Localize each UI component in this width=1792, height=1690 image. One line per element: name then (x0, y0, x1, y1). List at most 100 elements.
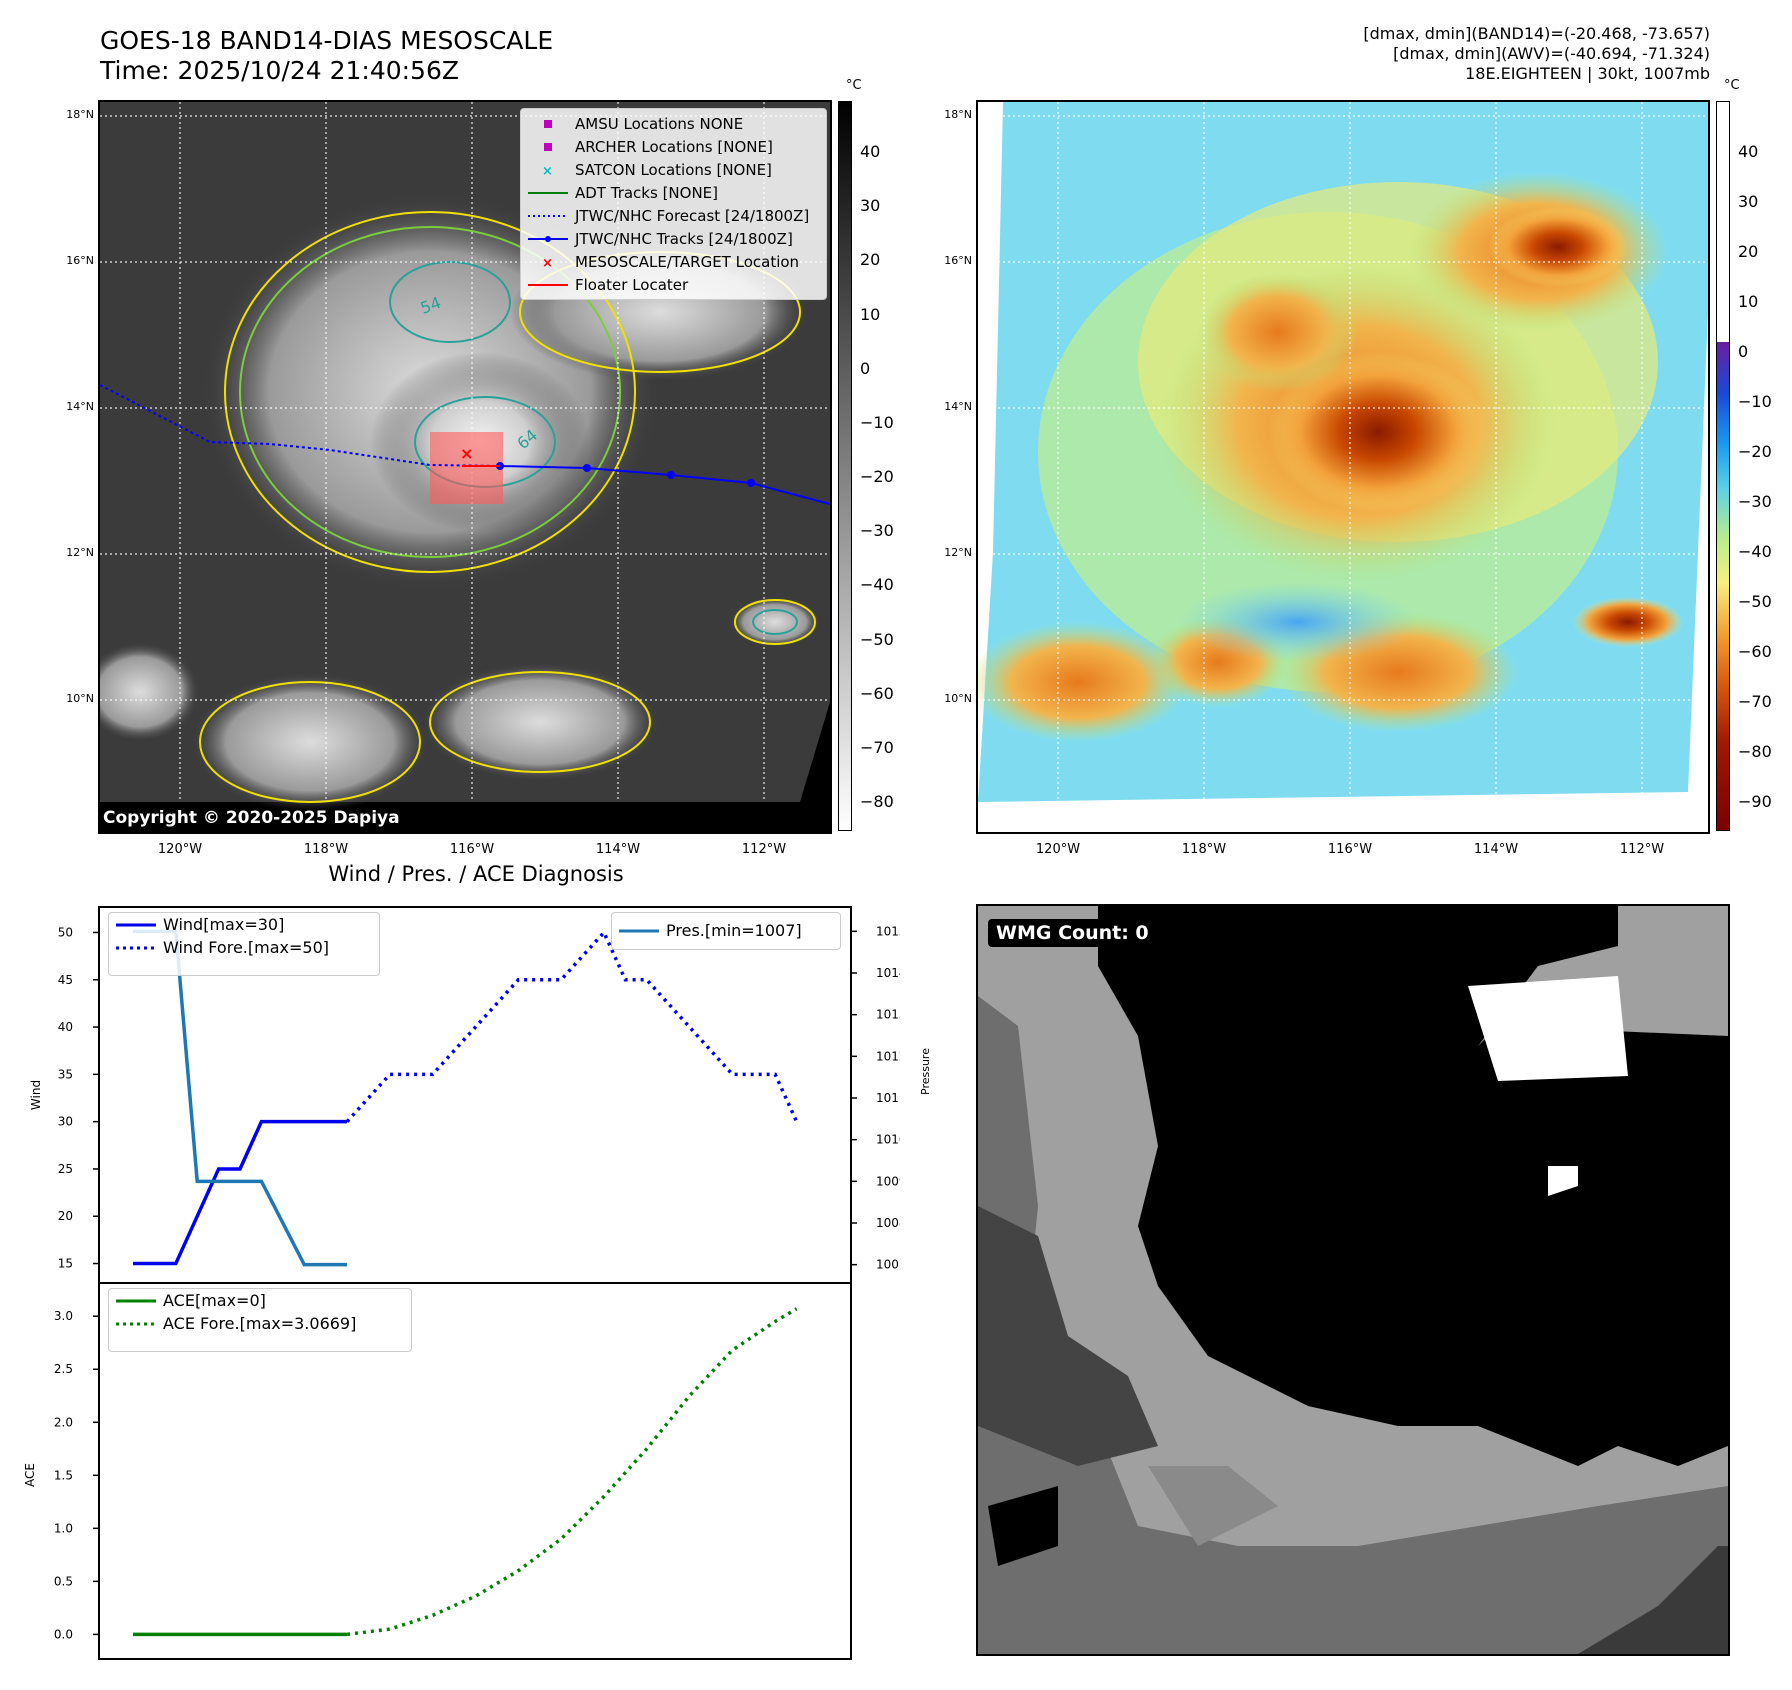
timestamp: Time: 2025/10/24 21:40:56Z (100, 56, 459, 85)
awv-colorbar-tick: −50 (1738, 592, 1772, 611)
wmg-image (978, 906, 1728, 1654)
wind-legend-label: Wind[max=30] (163, 915, 285, 934)
wmg-panel (976, 904, 1730, 1656)
series-line-ace-fore- (346, 1307, 798, 1637)
ir-legend-item: AMSU Locations NONE (521, 112, 826, 135)
ir-legend-label: ADT Tracks [NONE] (575, 183, 719, 202)
ir-lon-tick-label: 118°W (303, 842, 349, 857)
awv-lat-tick-label: 18°N (944, 108, 972, 121)
pressure-tick-label: 1010 (876, 1133, 900, 1147)
wmg-count-label: WMG Count: 0 (988, 919, 1157, 947)
ir-colorbar-tick: 10 (860, 304, 881, 324)
svg-text:×: × (542, 256, 553, 268)
svg-text:×: × (542, 164, 553, 176)
ir-colorbar-tick: −30 (860, 521, 894, 541)
legend-symbol-icon (521, 212, 575, 220)
awv-colorbar-unit: °C (1724, 78, 1740, 93)
pressure-tick-label: 1012 (876, 1049, 900, 1063)
ace-tick-label: 0.0 (54, 1627, 73, 1641)
band14-range: [dmax, dmin](BAND14)=(-20.468, -73.657) (1363, 24, 1710, 43)
floater-box (430, 432, 503, 504)
awv-lat-tick-label: 12°N (944, 546, 972, 559)
ace-tick-label: 1.0 (54, 1521, 73, 1535)
ir-colorbar-tick: −70 (860, 737, 894, 757)
legend-symbol-icon (521, 142, 575, 152)
wind-forecast-legend-label: Wind Fore.[max=50] (163, 938, 329, 957)
awv-lon-tick-label: 112°W (1619, 842, 1665, 857)
ir-legend-label: AMSU Locations NONE (575, 114, 744, 133)
series-line-wind-fore- (345, 929, 799, 1123)
track-points (496, 462, 755, 487)
ir-lat-tick-label: 16°N (66, 254, 94, 267)
diagnosis-title: Wind / Pres. / ACE Diagnosis (328, 862, 624, 886)
ir-colorbar-tick: −80 (860, 792, 894, 811)
pressure-tick-label: 1009 (876, 1174, 900, 1188)
ir-colorbar-tick: −40 (860, 575, 894, 595)
ir-legend-label: SATCON Locations [NONE] (575, 160, 772, 179)
legend-symbol-icon (521, 189, 575, 197)
ir-lon-tick-label: 114°W (595, 842, 641, 857)
ir-legend-item: × MESOSCALE/TARGET Location (521, 250, 826, 273)
awv-range: [dmax, dmin](AWV)=(-40.694, -71.324) (1393, 44, 1710, 63)
awv-colorbar-tick: 40 (1738, 142, 1759, 161)
ace-tick-label: 2.5 (54, 1362, 73, 1376)
ace-tick-label: 3.0 (54, 1309, 73, 1323)
ir-colorbar-tick: −50 (860, 629, 894, 649)
pressure-legend: Pres.[min=1007] (611, 912, 841, 950)
ir-lat-tick-label: 18°N (66, 108, 94, 121)
awv-colorbar-tick: −90 (1738, 792, 1772, 811)
legend-symbol-icon: × (521, 164, 575, 176)
ir-colorbar (838, 101, 852, 831)
awv-lat-tick-label: 14°N (944, 400, 972, 413)
awv-colorbar (1716, 101, 1730, 831)
ir-colorbar-tick: −20 (860, 467, 894, 486)
awv-colorbar-tick: −80 (1738, 742, 1772, 761)
ir-colorbar-tick: −10 (860, 412, 894, 432)
awv-colorbar-tick: −70 (1738, 692, 1772, 711)
wind-tick-label: 15 (58, 1257, 73, 1271)
ir-legend-item: JTWC/NHC Tracks [24/1800Z] (521, 227, 826, 250)
wind-tick-label: 20 (58, 1209, 73, 1223)
ir-colorbar-tick: 40 (860, 142, 881, 161)
ir-legend-item: ARCHER Locations [NONE] (521, 135, 826, 158)
awv-colorbar-tick: 30 (1738, 192, 1759, 211)
wind-axis-label: Wind (29, 1080, 43, 1110)
pressure-tick-label: 1014 (876, 966, 900, 980)
ir-legend-label: JTWC/NHC Tracks [24/1800Z] (575, 229, 793, 248)
awv-lon-tick-label: 116°W (1327, 842, 1373, 857)
forecast-track (100, 384, 501, 467)
ir-legend-item: Floater Locater (521, 273, 826, 296)
awv-lon-tick-label: 118°W (1181, 842, 1227, 857)
ir-legend-label: JTWC/NHC Forecast [24/1800Z] (575, 206, 810, 225)
ir-lat-tick-label: 14°N (66, 400, 94, 413)
awv-map-image (978, 102, 1708, 802)
ace-forecast-legend-label: ACE Fore.[max=3.0669] (163, 1314, 357, 1333)
storm-info: 18E.EIGHTEEN | 30kt, 1007mb (1465, 64, 1710, 83)
wind-tick-label: 50 (58, 925, 73, 939)
awv-colorbar-tick: 0 (1738, 342, 1749, 361)
ir-colorbar-tick: 20 (860, 250, 881, 270)
ir-lon-tick-label: 116°W (449, 842, 495, 857)
awv-lon-tick-label: 120°W (1035, 842, 1081, 857)
ir-colorbar-tick: 30 (860, 196, 881, 216)
pressure-legend-label: Pres.[min=1007] (666, 921, 802, 940)
ace-axis-label: ACE (23, 1463, 37, 1487)
series-line-wind (133, 1119, 348, 1266)
target-location-marker: × (460, 444, 473, 463)
wind-tick-label: 35 (58, 1067, 73, 1081)
awv-map-panel (976, 100, 1710, 834)
pressure-axis-title: Pressure (919, 1048, 932, 1095)
awv-lat-tick-label: 10°N (944, 692, 972, 705)
legend-symbol-icon (521, 234, 575, 244)
legend-symbol-icon (521, 119, 575, 129)
ir-colorbar-unit: °C (846, 78, 862, 93)
ir-colorbar-tick: −60 (860, 683, 894, 703)
product-title: GOES-18 BAND14-DIAS MESOSCALE (100, 26, 554, 55)
legend-symbol-icon (521, 281, 575, 289)
awv-lat-tick-label: 16°N (944, 254, 972, 267)
awv-colorbar-tick: 10 (1738, 292, 1759, 311)
awv-colorbar-tick: −40 (1738, 542, 1772, 561)
copyright-label: Copyright © 2020-2025 Dapiya (103, 808, 400, 828)
ir-legend-label: ARCHER Locations [NONE] (575, 137, 773, 156)
